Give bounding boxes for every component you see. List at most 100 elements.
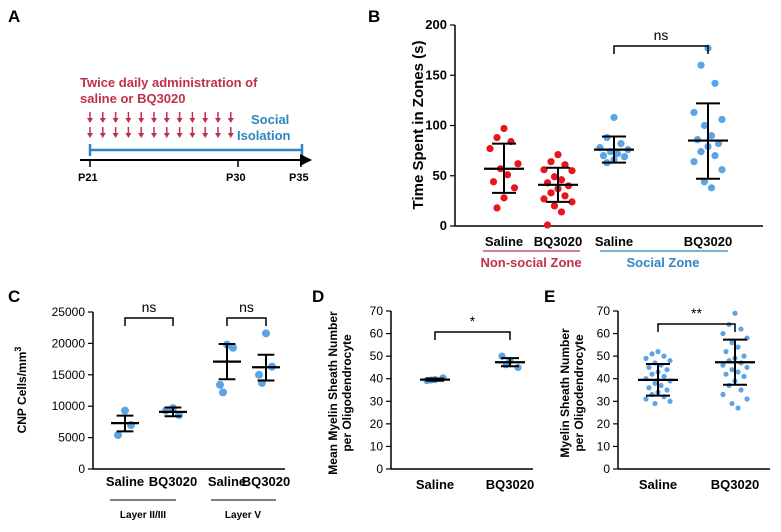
chart-c-group-label-layer23: Layer II/III xyxy=(120,510,166,521)
chart-c-significance-label: ns xyxy=(239,299,254,315)
chart-c-x-tick-label: Saline xyxy=(208,474,246,489)
chart-b-data-point xyxy=(547,189,555,197)
admin-arrow-head xyxy=(202,118,209,123)
chart-e-data-point xyxy=(649,371,655,377)
chart-e-y-tick-label: 0 xyxy=(603,462,610,476)
chart-e-data-point xyxy=(738,326,744,332)
chart-b: Time Spent in Zones (s) 0 50 100 150 200 Sali… xyxy=(410,17,763,270)
label-p35: P35 xyxy=(289,172,309,184)
chart-b-y-axis-title: Time Spent in Zones (s) xyxy=(410,41,427,210)
chart-b-data-point xyxy=(550,202,559,210)
chart-b-data-point xyxy=(707,184,716,192)
admin-arrow-head xyxy=(163,133,170,138)
chart-d-y-axis-title-line1: Mean Myelin Sheath Number xyxy=(326,311,340,475)
chart-c-significance-label: ns xyxy=(142,299,157,315)
chart-b-data-point xyxy=(711,79,719,87)
admin-arrow-head xyxy=(151,133,157,138)
chart-b-data-point xyxy=(718,115,726,124)
admin-text-line2: saline or BQ3020 xyxy=(80,91,186,106)
chart-e-y-tick-label: 20 xyxy=(597,417,611,431)
admin-arrow-head xyxy=(138,133,145,138)
admin-arrow-head xyxy=(125,133,132,138)
chart-b-data-point xyxy=(700,121,709,130)
chart-d-data-point xyxy=(514,363,522,372)
label-p21: P21 xyxy=(78,172,98,184)
chart-b-data-point xyxy=(561,192,569,200)
chart-b-data-point xyxy=(493,204,501,212)
chart-b-group-label-nonsocial: Non-social Zone xyxy=(480,255,581,270)
chart-b-data-point xyxy=(510,184,519,192)
chart-d-y-tick-label: 30 xyxy=(370,394,384,408)
chart-b-data-point xyxy=(617,139,625,148)
chart-d-y-tick-label: 50 xyxy=(370,349,384,363)
chart-e-data-point xyxy=(744,396,750,402)
chart-b-data-point xyxy=(547,158,555,166)
chart-c-y-tick-label: 5000 xyxy=(58,431,85,445)
admin-arrow-head xyxy=(151,118,157,123)
chart-e-y-axis-title-line2: per Oligodendrocyte xyxy=(572,334,586,452)
admin-arrow-head xyxy=(176,118,183,123)
chart-b-data-point xyxy=(557,208,566,216)
chart-d-y-tick-label: 70 xyxy=(370,304,384,318)
chart-e-significance-label: ** xyxy=(691,305,702,321)
chart-e-data-point xyxy=(735,405,741,411)
chart-b-y-tick-label: 100 xyxy=(425,118,447,133)
admin-arrow-head xyxy=(227,118,234,123)
chart-b-data-point xyxy=(503,171,512,179)
admin-arrow-head xyxy=(215,118,221,123)
chart-c-data-point xyxy=(255,370,263,379)
chart-e: Myelin Sheath Number per Oligodendrocyte… xyxy=(558,304,770,492)
chart-b-y-tick-label: 150 xyxy=(425,67,447,82)
chart-c-marks: ns ns xyxy=(111,299,280,440)
chart-b-data-point xyxy=(540,195,548,203)
chart-e-data-point xyxy=(664,387,670,393)
chart-e-data-point xyxy=(729,340,735,346)
chart-b-data-point xyxy=(599,152,608,160)
chart-e-y-tick-label: 10 xyxy=(597,439,611,453)
chart-b-data-point xyxy=(690,158,698,166)
chart-d-marks: * xyxy=(420,313,525,385)
admin-arrow-head xyxy=(112,118,119,123)
chart-c-significance-bracket xyxy=(226,317,267,326)
chart-e-data-point xyxy=(729,367,735,373)
admin-arrow-head xyxy=(87,118,93,123)
chart-e-data-point xyxy=(652,380,658,386)
chart-e-y-tick-label: 70 xyxy=(597,304,611,318)
chart-d-y-axis-title-line2: per Oligodendrocyte xyxy=(340,334,354,452)
chart-d-y-tick-label: 10 xyxy=(370,439,384,453)
panel-letter-b: B xyxy=(368,7,380,26)
chart-b-data-point xyxy=(489,178,498,186)
chart-b-data-point xyxy=(697,61,705,69)
panel-letter-e: E xyxy=(544,287,555,306)
chart-c-group-label-layer5: Layer V xyxy=(225,510,261,521)
chart-e-data-point xyxy=(646,364,652,371)
chart-b-x-tick-label: BQ3020 xyxy=(684,234,732,249)
chart-b-data-point xyxy=(486,145,494,153)
chart-e-data-point xyxy=(667,358,673,364)
chart-b-data-point xyxy=(493,133,501,142)
admin-arrow-head xyxy=(112,133,119,138)
chart-c-y-tick-label: 10000 xyxy=(52,399,86,413)
chart-d-y-tick-label: 20 xyxy=(370,417,384,431)
chart-b-data-point xyxy=(500,124,508,133)
chart-e-y-tick-label: 50 xyxy=(597,349,611,363)
chart-e-data-point xyxy=(741,353,747,359)
chart-c-y-tick-label: 25000 xyxy=(52,305,86,319)
chart-d-y-tick-label: 0 xyxy=(376,462,383,476)
chart-d-y-tick-label: 60 xyxy=(370,327,384,341)
chart-c-y-axis-title: CNP Cells/mm3 xyxy=(13,347,29,434)
chart-c-data-point xyxy=(229,343,237,352)
admin-arrow-head xyxy=(189,118,196,123)
chart-d-x-tick-label: Saline xyxy=(416,477,454,492)
chart-e-data-point xyxy=(658,382,664,389)
chart-b-data-point xyxy=(514,160,522,168)
chart-c-data-point xyxy=(216,380,224,389)
chart-b-data-point xyxy=(714,139,723,148)
chart-b-data-point xyxy=(568,198,576,206)
chart-b-data-point xyxy=(718,166,726,174)
admin-arrow-head xyxy=(138,118,145,123)
admin-arrow-head xyxy=(125,118,132,123)
chart-e-data-point xyxy=(744,364,750,371)
chart-b-data-point xyxy=(711,152,719,160)
isolation-text-line2: Isolation xyxy=(237,128,291,143)
